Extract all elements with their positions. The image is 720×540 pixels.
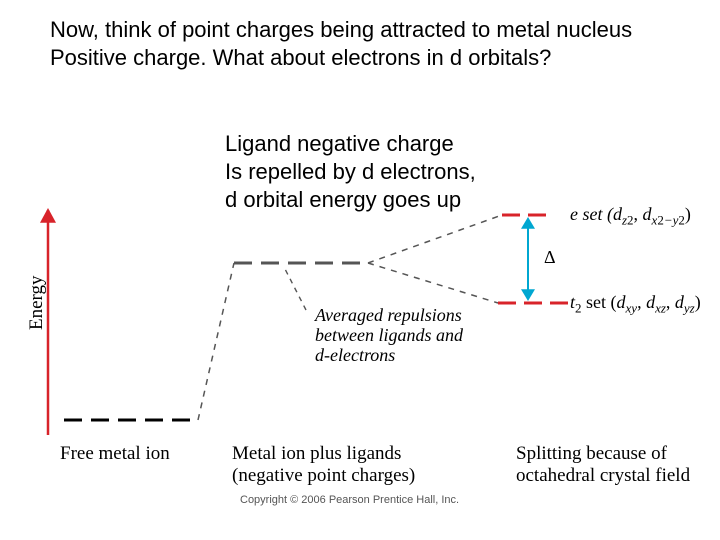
e-set-label: e set (dz2, dx2−y2) <box>570 204 691 229</box>
mid-line-2: Is repelled by d electrons, <box>225 158 476 186</box>
mid-line-1: Ligand negative charge <box>225 130 476 158</box>
caption-free-ion: Free metal ion <box>60 443 170 465</box>
heading-line-2: Positive charge. What about electrons in… <box>50 44 632 72</box>
caption-metal-ligands: Metal ion plus ligands (negative point c… <box>232 443 415 488</box>
averaged-repulsions-label: Averaged repulsions between ligands and … <box>315 305 463 365</box>
copyright-text: Copyright © 2006 Pearson Prentice Hall, … <box>240 494 459 506</box>
heading-line-1: Now, think of point charges being attrac… <box>50 16 632 44</box>
heading-text: Now, think of point charges being attrac… <box>50 16 632 72</box>
slide: { "top": { "line1": "Now, think of point… <box>0 0 720 540</box>
delta-label: Δ <box>544 247 556 268</box>
t2-set-label: t2 set (dxy, dxz, dyz) <box>570 292 701 317</box>
caption-splitting: Splitting because of octahedral crystal … <box>516 443 690 488</box>
